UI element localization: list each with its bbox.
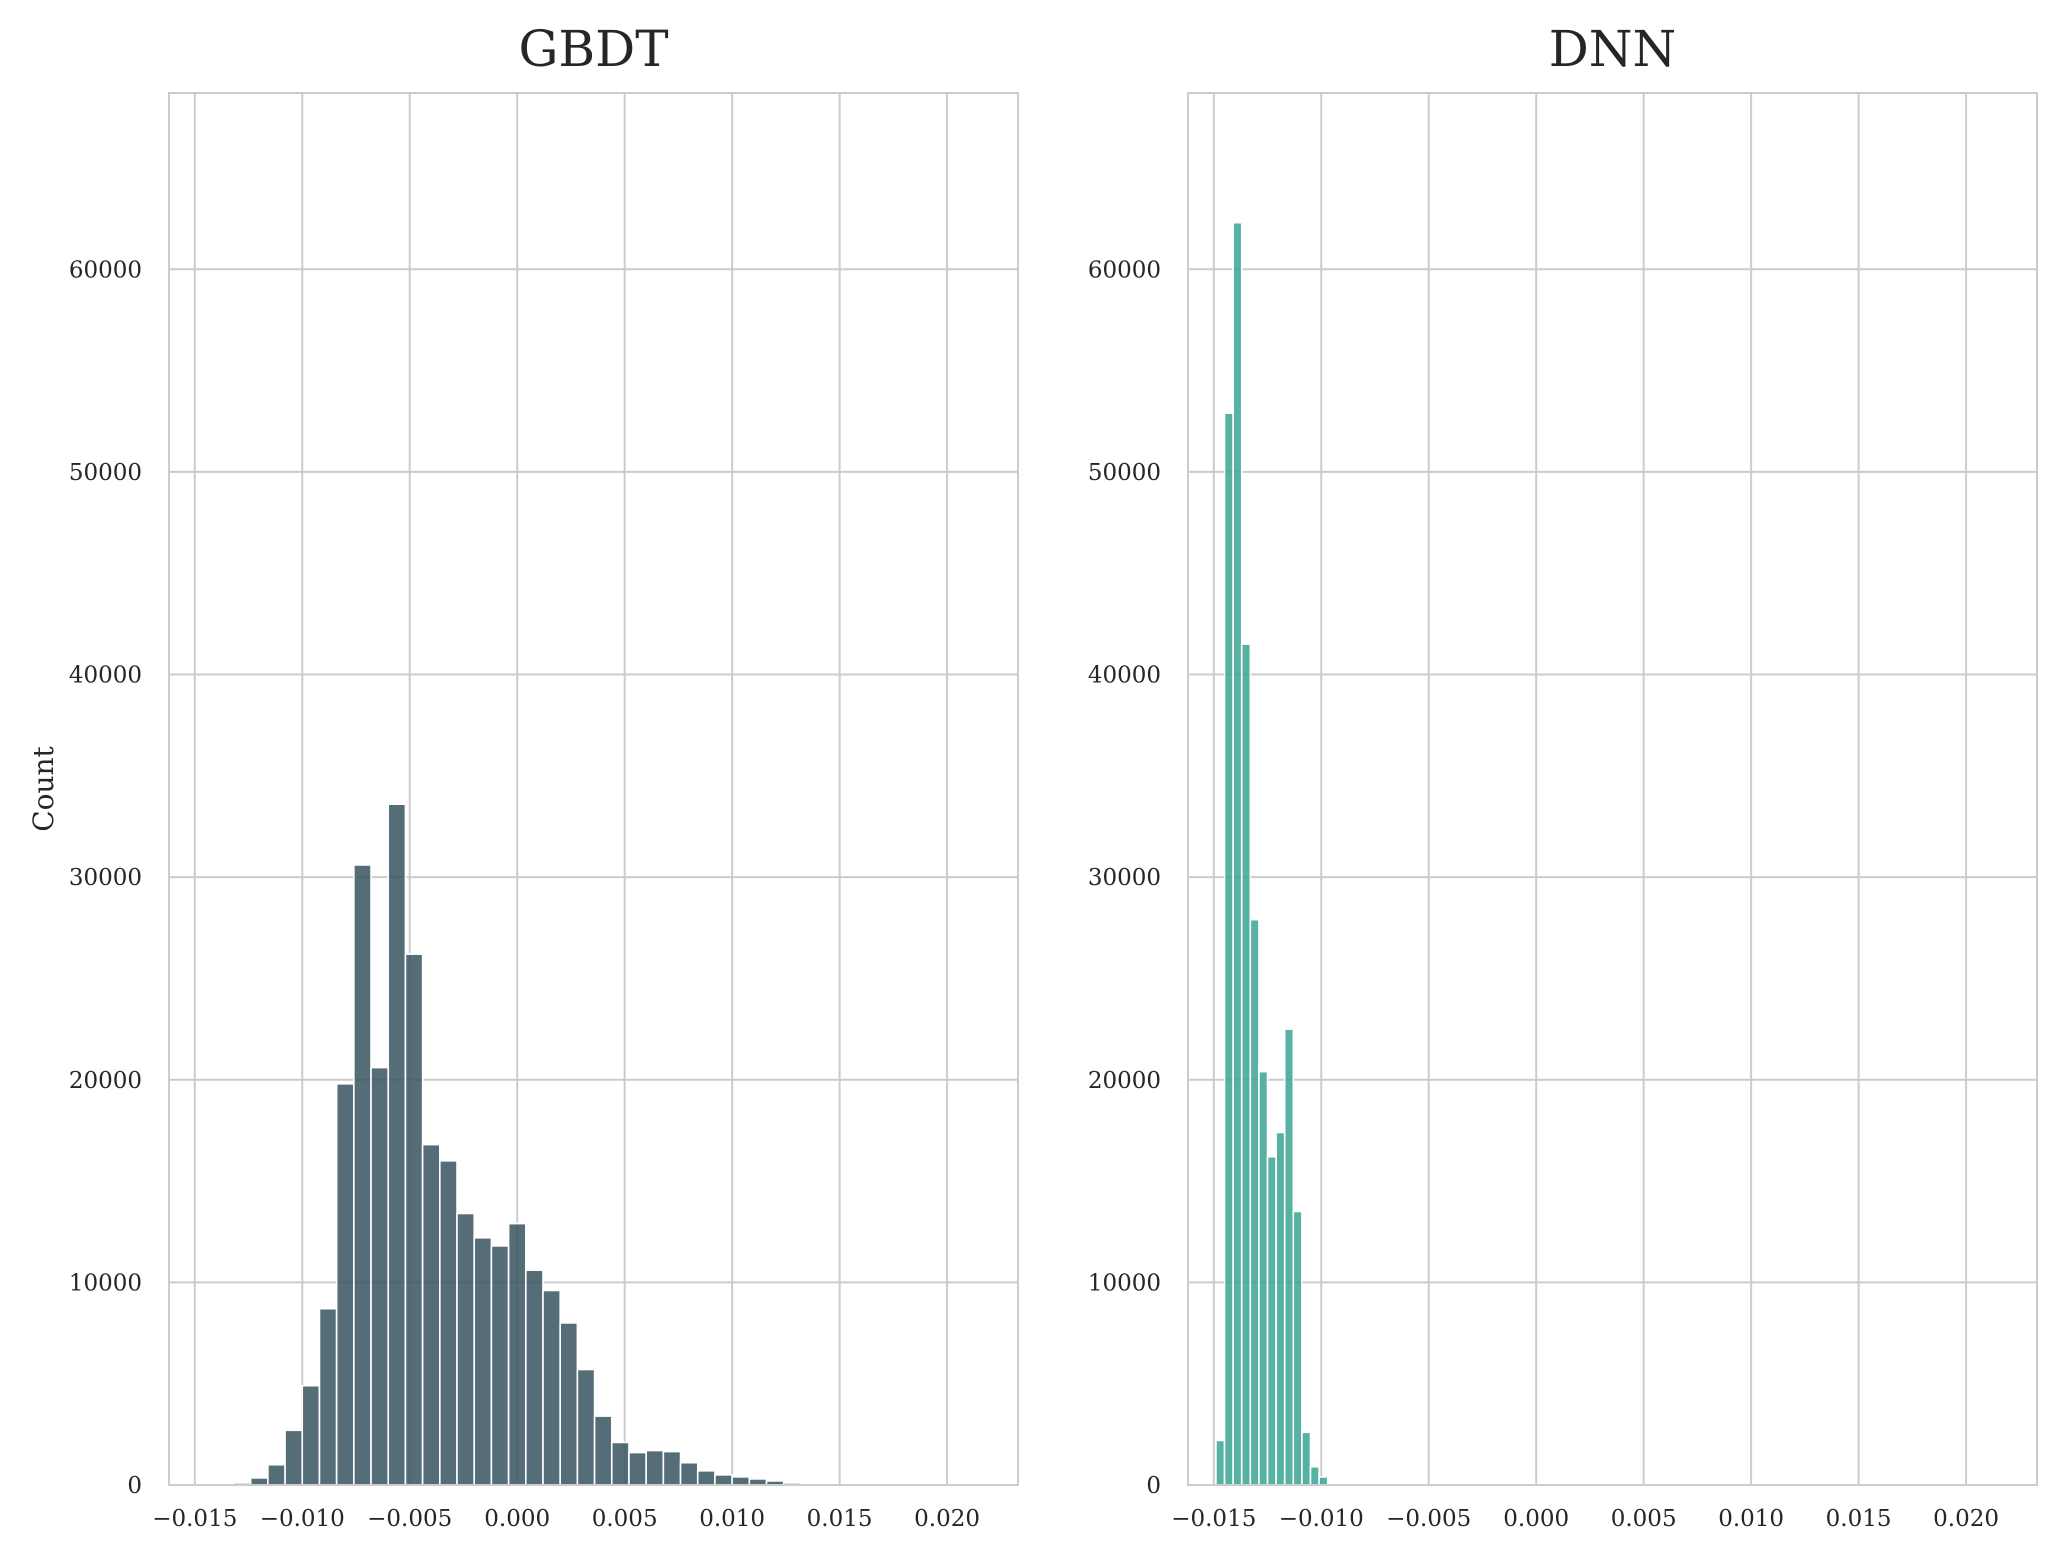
dnn-histogram-bar <box>1240 643 1252 1486</box>
dnn-histogram-bar <box>1318 1476 1329 1486</box>
gbdt-x-tick-label: 0.010 <box>699 1506 765 1532</box>
dnn-x-tick-label: 0.020 <box>1933 1506 1999 1532</box>
dnn-histogram-bar <box>1301 1431 1312 1486</box>
dnn-y-tick-label: 10000 <box>1088 1270 1161 1296</box>
gbdt-x-tick-label: −0.010 <box>260 1506 345 1532</box>
gbdt-histogram-bar <box>696 1470 716 1486</box>
dnn-histogram-bar <box>1258 1070 1269 1486</box>
gbdt-histogram-bar <box>301 1384 321 1486</box>
dnn-histogram-bar <box>1232 221 1243 1486</box>
dnn-histogram-bar <box>1283 1028 1295 1486</box>
gbdt-plot-frame <box>168 92 1019 1486</box>
dnn-x-tick-label: −0.005 <box>1386 1506 1471 1532</box>
gbdt-histogram-bar <box>284 1429 304 1486</box>
gbdt-chart-title: GBDT <box>518 20 668 78</box>
gbdt-histogram-bar <box>628 1451 647 1486</box>
gbdt-histogram-bar <box>421 1143 441 1486</box>
gbdt-histogram-bar <box>370 1066 390 1486</box>
gbdt-histogram-bar <box>593 1415 613 1486</box>
dnn-y-tick-label: 0 <box>1146 1473 1161 1499</box>
gbdt-x-tick-label: 0.005 <box>592 1506 658 1532</box>
gbdt-histogram-bar <box>714 1474 733 1486</box>
gbdt-histogram-bar <box>679 1461 699 1486</box>
gbdt-histogram-bar <box>490 1245 510 1486</box>
gbdt-y-tick-label: 60000 <box>69 257 142 283</box>
gbdt-histogram-bar <box>456 1212 476 1486</box>
gbdt-x-tick-label: 0.015 <box>807 1506 873 1532</box>
dnn-histogram-panel: −0.015 −0.010 −0.005 0.000 0.005 0.010 0.015 0.… <box>1088 20 2038 1532</box>
gbdt-histogram-bar <box>387 803 407 1486</box>
dnn-histogram-bar <box>1249 918 1260 1486</box>
dnn-y-tick-label: 50000 <box>1088 460 1161 486</box>
gbdt-y-axis-label: Count <box>27 745 60 831</box>
gbdt-histogram-bar <box>645 1449 665 1486</box>
gbdt-histogram-bar <box>559 1322 579 1486</box>
gbdt-histogram-bar <box>507 1222 527 1486</box>
gbdt-x-tick-label: −0.005 <box>367 1506 452 1532</box>
gbdt-y-tick-label: 0 <box>127 1473 142 1499</box>
gbdt-y-tick-label: 20000 <box>69 1068 142 1094</box>
gbdt-histogram-bar <box>439 1160 458 1486</box>
dnn-y-tick-label: 30000 <box>1088 865 1161 891</box>
gbdt-histogram-bar <box>542 1289 561 1486</box>
dnn-x-tick-label: 0.015 <box>1826 1506 1892 1532</box>
dnn-histogram-bar <box>1309 1465 1320 1486</box>
gbdt-histogram-bar <box>610 1441 630 1486</box>
dnn-histogram-bar <box>1215 1439 1226 1486</box>
gbdt-histogram-bar <box>318 1307 338 1486</box>
gbdt-histogram-bar <box>404 953 424 1486</box>
dnn-histogram-bar <box>1275 1131 1286 1486</box>
gbdt-histogram-bar <box>353 864 372 1486</box>
dnn-y-tick-label: 40000 <box>1088 663 1161 689</box>
gbdt-histogram-bar <box>249 1477 269 1486</box>
gbdt-histogram-bar <box>335 1083 355 1486</box>
gbdt-y-tick-label: 10000 <box>69 1270 142 1296</box>
gbdt-histogram-bar <box>662 1450 682 1486</box>
gbdt-histogram-bar <box>731 1476 751 1486</box>
dnn-histogram-bar <box>1292 1210 1303 1486</box>
gbdt-histogram-bar <box>267 1463 286 1486</box>
dnn-chart-title: DNN <box>1549 20 1677 78</box>
dnn-y-tick-label: 60000 <box>1088 257 1161 283</box>
gbdt-histogram-panel: −0.015 −0.010 −0.005 0.000 0.005 0.010 0.015 0.… <box>27 20 1019 1532</box>
gbdt-x-tick-label: 0.000 <box>484 1506 550 1532</box>
dnn-x-tick-label: −0.010 <box>1279 1506 1364 1532</box>
dnn-x-tick-label: 0.000 <box>1503 1506 1569 1532</box>
dnn-y-tick-label: 20000 <box>1088 1068 1161 1094</box>
dnn-x-tick-label: −0.015 <box>1171 1506 1256 1532</box>
gbdt-histogram-bar <box>524 1269 544 1486</box>
gbdt-y-tick-label: 30000 <box>69 865 142 891</box>
gbdt-y-tick-label: 40000 <box>69 663 142 689</box>
dnn-x-tick-label: 0.005 <box>1611 1506 1677 1532</box>
dnn-histogram-bar <box>1266 1155 1277 1486</box>
gbdt-histogram-bar <box>473 1237 493 1486</box>
gbdt-y-tick-label: 50000 <box>69 460 142 486</box>
gbdt-x-tick-label: 0.020 <box>914 1506 980 1532</box>
gbdt-x-tick-label: −0.015 <box>152 1506 237 1532</box>
dnn-histogram-bar <box>1223 412 1234 1486</box>
dnn-plot-frame <box>1187 92 2038 1486</box>
gbdt-histogram-bar <box>576 1368 596 1486</box>
dnn-x-tick-label: 0.010 <box>1718 1506 1784 1532</box>
